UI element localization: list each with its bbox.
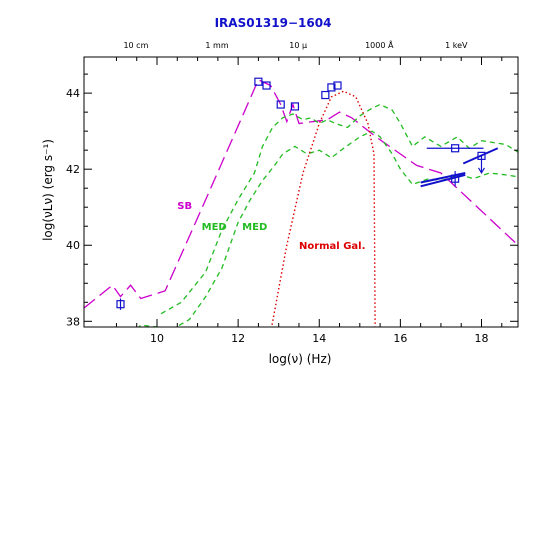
upper-limit-arrow: [477, 167, 486, 175]
plot-frame: [83, 56, 519, 328]
data-point-marker: [321, 90, 330, 100]
top-axis-label: 10 cm: [123, 41, 148, 50]
data-point: [116, 298, 125, 310]
series-group: [84, 78, 518, 327]
data-point: [477, 151, 486, 175]
data-point-marker: [290, 102, 300, 111]
y-tick-label: 42: [66, 163, 80, 176]
x-axis-label: log(ν) (Hz): [269, 352, 332, 366]
data-point: [262, 81, 271, 90]
x-tick-label: 16: [393, 332, 407, 345]
data-point: [451, 171, 460, 187]
x-tick-label: 12: [231, 332, 245, 345]
data-point: [426, 144, 484, 153]
data-point: [254, 77, 263, 86]
x-tick-label: 10: [150, 332, 164, 345]
data-point: [327, 83, 336, 92]
curve-annotation: MED: [242, 222, 267, 233]
xray-slope-line: [420, 172, 466, 184]
y-axis-label: log(νLν) (erg s⁻¹): [41, 139, 55, 241]
curve-annotation: Normal Gal.: [299, 241, 365, 252]
x-tick-label: 14: [312, 332, 326, 345]
data-point-marker: [333, 81, 342, 90]
y-tick-label: 44: [66, 87, 80, 100]
data-point: [276, 100, 285, 109]
top-axis-label: 10 μ: [289, 41, 307, 50]
top-axis-label: 1000 Å: [365, 39, 394, 50]
x-tick-label: 18: [474, 332, 488, 345]
data-point-marker: [327, 83, 336, 92]
data-point: [333, 81, 342, 90]
data-point: [321, 90, 330, 100]
curve-annotation: SB: [177, 201, 192, 212]
data-point-marker: [262, 81, 271, 90]
series-line-0: [84, 78, 518, 309]
y-tick-label: 38: [66, 315, 80, 328]
xray-slope-line: [420, 173, 466, 188]
y-tick-label: 40: [66, 239, 80, 252]
data-point: [290, 102, 300, 111]
top-axis-label: 1 keV: [445, 41, 468, 50]
series-line-2: [138, 130, 518, 327]
top-axis-label: 1 mm: [205, 41, 228, 50]
series-line-3: [270, 90, 376, 327]
curve-annotation: MED: [202, 222, 227, 233]
series-line-1: [160, 103, 518, 315]
data-point-marker: [254, 77, 263, 86]
xray-slope-line: [462, 147, 499, 165]
data-point-marker: [276, 100, 285, 109]
chart-title: IRAS01319−1604: [215, 16, 332, 30]
plot-area: 10 12 14 16 18 38 40 42 44 10 cm 1 mm 10 μ 1000 Å 1 k…: [66, 39, 519, 345]
